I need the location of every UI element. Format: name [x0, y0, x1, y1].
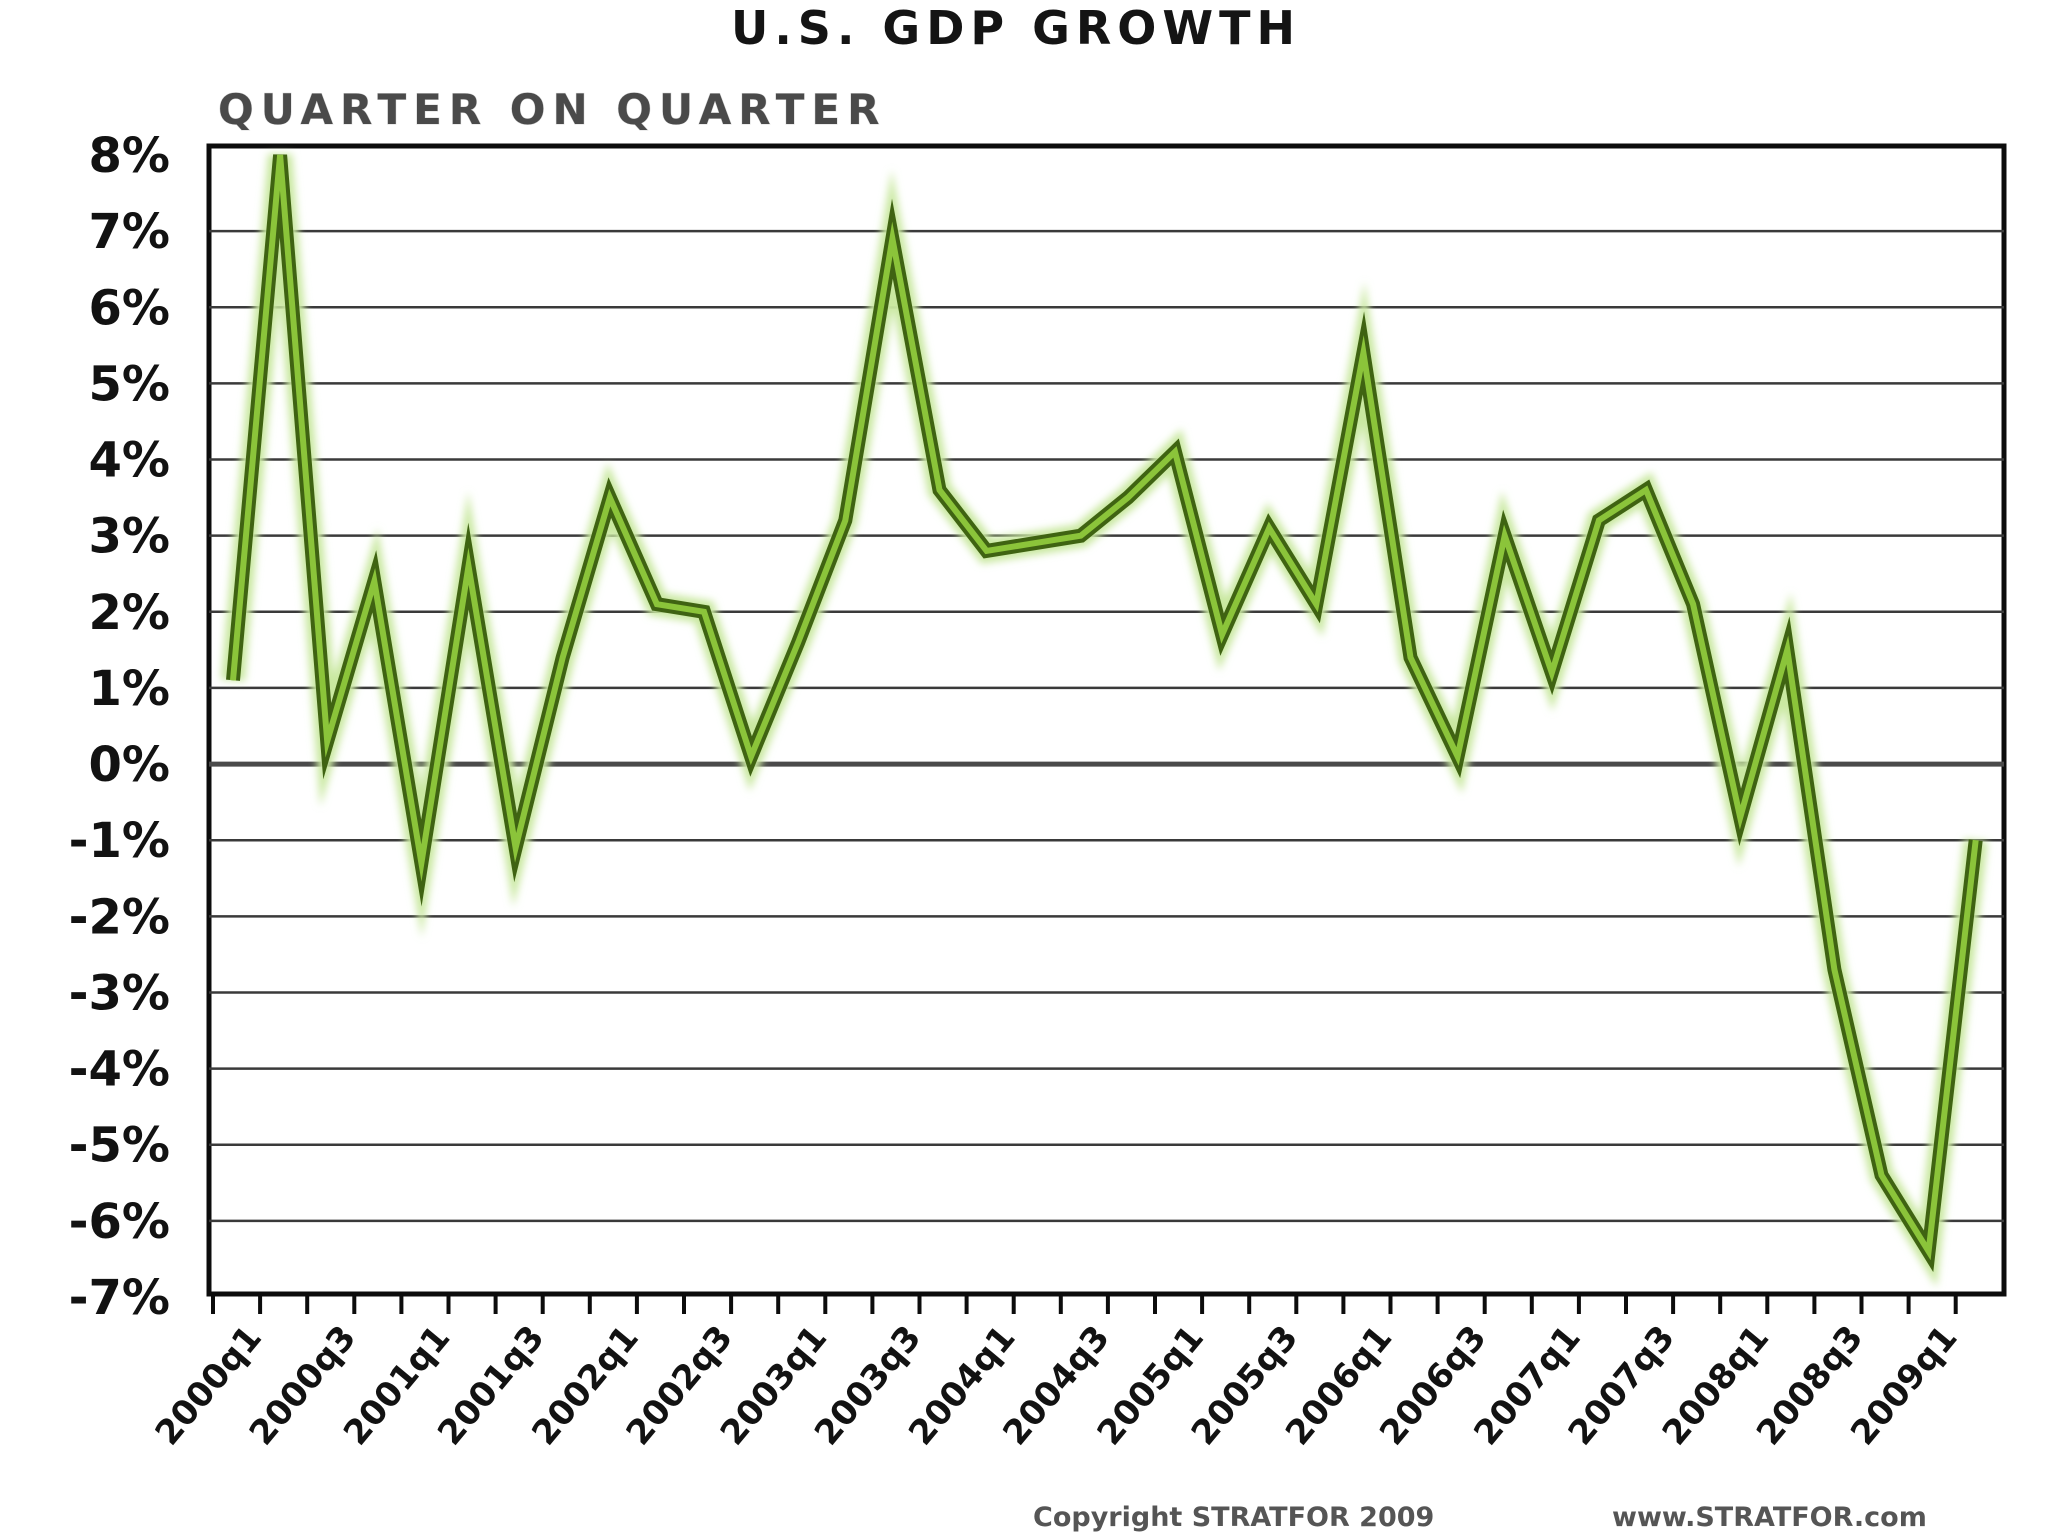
x-axis-tick-labels: 2000q12000q32001q12001q32002q12002q32003… [148, 1318, 1966, 1453]
data-point-2004q1 [984, 548, 990, 554]
data-point-2004q4 [1125, 495, 1131, 501]
x-axis-ticks [211, 1294, 1958, 1314]
series-gdp-growth [221, 152, 1988, 1288]
data-point-2000q1 [230, 677, 236, 683]
data-point-2007q1 [1549, 670, 1555, 676]
data-point-2004q2 [1031, 540, 1037, 546]
y-tick-label: 3% [89, 509, 171, 565]
data-point-2000q3 [324, 738, 330, 744]
y-tick-label: 2% [89, 585, 171, 641]
y-tick-label: -1% [69, 813, 170, 869]
data-point-2002q4 [748, 753, 754, 759]
y-tick-label: -4% [69, 1042, 170, 1098]
data-point-2000q4 [371, 578, 377, 584]
data-point-2005q2 [1219, 632, 1225, 638]
data-point-2000q2 [277, 152, 283, 158]
y-tick-label: -5% [69, 1118, 170, 1174]
y-tick-label: 6% [89, 280, 171, 336]
data-point-2007q4 [1690, 601, 1696, 607]
data-point-2001q4 [560, 654, 566, 660]
y-tick-label: 5% [89, 356, 171, 412]
copyright-text: Copyright STRATFOR 2009 [1033, 1502, 1434, 1533]
y-tick-label: 1% [89, 661, 171, 717]
plot-area [206, 143, 2007, 1297]
data-point-2005q1 [1172, 449, 1178, 455]
y-tick-label: -7% [69, 1270, 170, 1326]
data-point-2003q4 [937, 487, 943, 493]
data-point-2009q1 [1926, 1248, 1932, 1254]
data-point-2002q3 [701, 609, 707, 615]
y-tick-label: -3% [69, 965, 170, 1021]
y-tick-label: 0% [89, 737, 171, 793]
data-point-2001q1 [418, 860, 424, 866]
data-point-2002q2 [654, 601, 660, 607]
y-tick-label: -6% [69, 1194, 170, 1250]
data-point-2002q1 [607, 495, 613, 501]
data-point-2005q4 [1313, 601, 1319, 607]
data-point-2004q3 [1078, 533, 1084, 539]
y-axis-tick-labels: 8% 7% 6% 5% 4% 3% 2% 1% 0% -1% -2% -3% -4% -5% -6% -7% [69, 128, 170, 1326]
series-line [230, 154, 1979, 1261]
data-point-2008q4 [1879, 1172, 1885, 1178]
data-point-2008q1 [1737, 814, 1743, 820]
data-point-2009q2 [1973, 837, 1979, 843]
data-point-2003q1 [795, 639, 801, 645]
website-text: www.STRATFOR.com [1612, 1502, 1927, 1533]
y-tick-label: 8% [89, 128, 171, 184]
chart-subtitle: QUARTER ON QUARTER [218, 85, 886, 134]
y-tick-label: 7% [89, 204, 171, 260]
data-point-2003q3 [889, 236, 895, 242]
data-point-2001q2 [466, 563, 472, 569]
data-point-2007q3 [1643, 487, 1649, 493]
data-point-2001q3 [513, 845, 519, 851]
data-point-2008q3 [1831, 967, 1837, 973]
y-tick-label: -2% [69, 889, 170, 945]
y-tick-label: 4% [89, 433, 171, 489]
data-point-2003q2 [842, 517, 848, 523]
data-point-2005q3 [1266, 525, 1272, 531]
data-point-2008q2 [1784, 647, 1790, 653]
gridlines [209, 229, 2004, 1223]
data-point-2006q1 [1360, 350, 1366, 356]
data-point-2007q2 [1596, 517, 1602, 523]
chart-title: U.S. GDP GROWTH [731, 1, 1301, 55]
data-point-2006q2 [1408, 654, 1414, 660]
data-point-2006q3 [1455, 753, 1461, 759]
data-point-2006q4 [1502, 533, 1508, 539]
